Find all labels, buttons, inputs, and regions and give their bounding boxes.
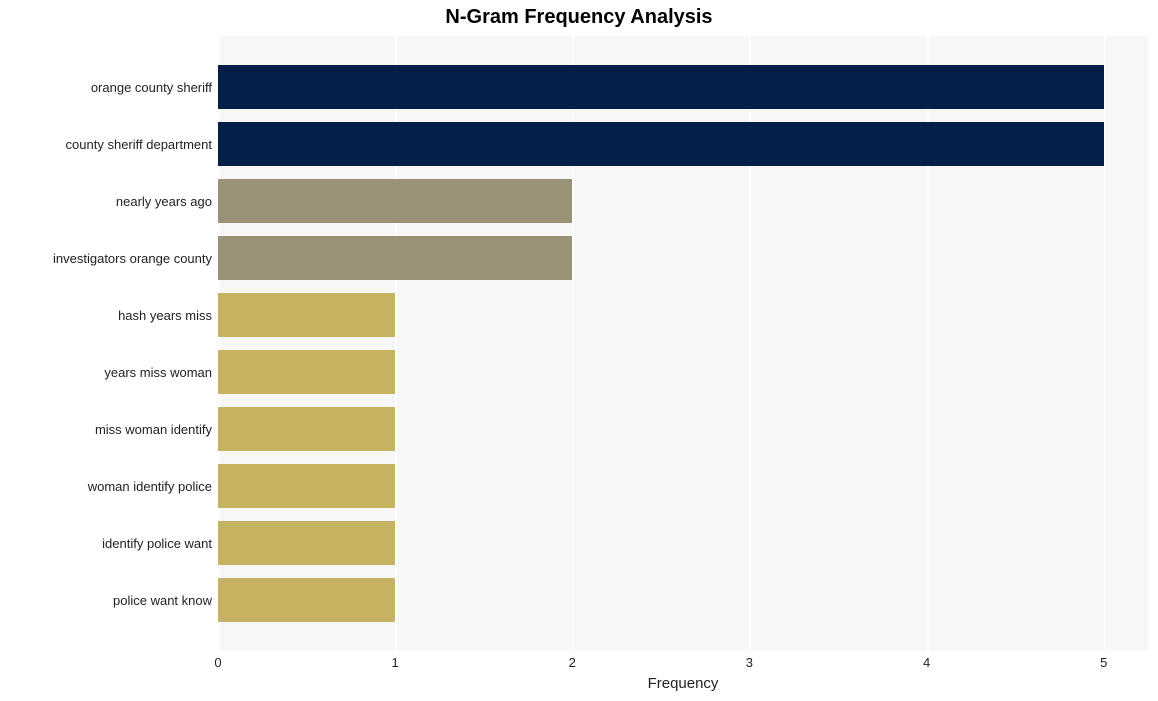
y-tick-label: nearly years ago <box>116 194 212 209</box>
bar <box>218 521 395 565</box>
x-tick-label: 4 <box>923 655 930 670</box>
y-tick-label: county sheriff department <box>66 137 212 152</box>
y-tick-label: identify police want <box>102 536 212 551</box>
x-tick-label: 0 <box>214 655 221 670</box>
x-tick-label: 5 <box>1100 655 1107 670</box>
x-tick-label: 3 <box>746 655 753 670</box>
bar <box>218 350 395 394</box>
plot-area <box>218 36 1148 651</box>
y-tick-label: miss woman identify <box>95 422 212 437</box>
y-tick-label: investigators orange county <box>53 251 212 266</box>
y-tick-label: years miss woman <box>104 365 212 380</box>
y-tick-label: woman identify police <box>88 479 212 494</box>
x-axis-label: Frequency <box>218 675 1148 692</box>
bar <box>218 464 395 508</box>
bar <box>218 179 572 223</box>
bar <box>218 122 1104 166</box>
y-tick-label: police want know <box>113 593 212 608</box>
x-tick-label: 2 <box>569 655 576 670</box>
bar <box>218 407 395 451</box>
bar <box>218 578 395 622</box>
y-tick-label: hash years miss <box>118 308 212 323</box>
y-tick-label: orange county sheriff <box>91 80 212 95</box>
bar <box>218 293 395 337</box>
chart-title: N-Gram Frequency Analysis <box>0 6 1158 29</box>
bar <box>218 65 1104 109</box>
bar <box>218 236 572 280</box>
grid-line <box>1104 36 1106 651</box>
x-tick-label: 1 <box>392 655 399 670</box>
ngram-chart: N-Gram Frequency Analysis Frequency 0 1 2 3… <box>0 0 1158 701</box>
